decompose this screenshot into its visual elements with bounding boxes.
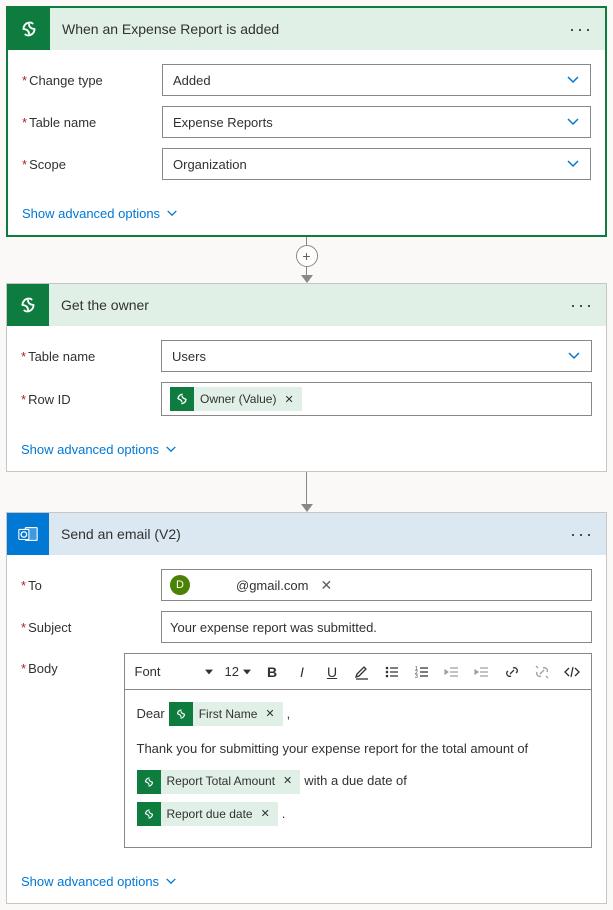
label-a1-rowid: *Row ID — [21, 392, 161, 407]
action2-menu-button[interactable]: ··· — [570, 524, 594, 545]
field-body: *Body Font 12 B I U — [21, 653, 592, 848]
label-a1-table: *Table name — [21, 349, 161, 364]
field-scope: *Scope Organization — [22, 148, 591, 180]
dataverse-icon — [137, 802, 161, 826]
token-report-due[interactable]: Report due date ✕ — [137, 802, 278, 826]
action1-card: Get the owner ··· *Table name Users *Row… — [6, 283, 607, 472]
trigger-title: When an Expense Report is added — [62, 21, 569, 37]
action2-title: Send an email (V2) — [61, 526, 570, 542]
action2-show-advanced[interactable]: Show advanced options — [7, 866, 191, 903]
action2-card: Send an email (V2) ··· *To D @gmail.com … — [6, 512, 607, 904]
field-subject: *Subject Your expense report was submitt… — [21, 611, 592, 643]
trigger-card: When an Expense Report is added ··· *Cha… — [6, 6, 607, 237]
unlink-button[interactable] — [529, 659, 555, 685]
connector-a1-to-a2 — [6, 472, 607, 512]
dataverse-icon — [137, 770, 161, 794]
chevron-down-icon — [566, 159, 580, 169]
arrow-icon — [301, 275, 313, 283]
link-button[interactable] — [499, 659, 525, 685]
select-scope[interactable]: Organization — [162, 148, 591, 180]
add-step-button[interactable]: + — [296, 245, 318, 267]
token-owner-value[interactable]: Owner (Value) ✕ — [170, 387, 302, 411]
trigger-show-advanced[interactable]: Show advanced options — [8, 198, 192, 235]
body-line-3: Report Total Amount ✕ with a due date of — [137, 769, 579, 794]
field-to: *To D @gmail.com ✕ — [21, 569, 592, 601]
indent-button[interactable] — [469, 659, 495, 685]
dataverse-icon — [170, 387, 194, 411]
chevron-down-icon — [566, 117, 580, 127]
input-a1-rowid[interactable]: Owner (Value) ✕ — [161, 382, 592, 416]
body-line-2: Thank you for submitting your expense re… — [137, 737, 579, 762]
recipient-chip[interactable]: D @gmail.com ✕ — [170, 575, 340, 595]
trigger-header[interactable]: When an Expense Report is added ··· — [8, 8, 605, 50]
action1-show-advanced[interactable]: Show advanced options — [7, 434, 191, 471]
token-first-name[interactable]: First Name ✕ — [169, 702, 283, 726]
action2-body: *To D @gmail.com ✕ *Subject Your expense… — [7, 555, 606, 866]
bullet-list-button[interactable] — [379, 659, 405, 685]
action1-menu-button[interactable]: ··· — [570, 295, 594, 316]
italic-button[interactable]: I — [289, 659, 315, 685]
label-body: *Body — [21, 653, 124, 676]
outdent-button[interactable] — [439, 659, 465, 685]
body-line-greeting: Dear First Name ✕ , — [137, 702, 579, 727]
field-change-type: *Change type Added — [22, 64, 591, 96]
dataverse-icon — [8, 8, 50, 50]
font-family-select[interactable]: Font — [131, 664, 217, 679]
token-remove-icon[interactable]: ✕ — [261, 804, 270, 825]
token-remove-icon[interactable]: ✕ — [283, 771, 292, 792]
richtext-body[interactable]: Dear First Name ✕ , Thank you for submit… — [124, 689, 592, 848]
field-a1-table: *Table name Users — [21, 340, 592, 372]
input-to[interactable]: D @gmail.com ✕ — [161, 569, 592, 601]
body-line-4: Report due date ✕ . — [137, 802, 579, 827]
avatar: D — [170, 575, 190, 595]
trigger-body: *Change type Added *Table name Expense R… — [8, 50, 605, 198]
highlight-button[interactable] — [349, 659, 375, 685]
arrow-icon — [301, 504, 313, 512]
trigger-menu-button[interactable]: ··· — [569, 19, 593, 40]
select-table-name[interactable]: Expense Reports — [162, 106, 591, 138]
dataverse-icon — [7, 284, 49, 326]
richtext-toolbar: Font 12 B I U — [124, 653, 592, 689]
action1-body: *Table name Users *Row ID O — [7, 326, 606, 434]
remove-recipient-icon[interactable]: ✕ — [320, 577, 332, 594]
label-to: *To — [21, 578, 161, 593]
dataverse-icon — [169, 702, 193, 726]
field-a1-rowid: *Row ID Owner (Value) ✕ — [21, 382, 592, 416]
input-subject[interactable]: Your expense report was submitted. — [161, 611, 592, 643]
label-change-type: *Change type — [22, 73, 162, 88]
label-scope: *Scope — [22, 157, 162, 172]
field-table-name: *Table name Expense Reports — [22, 106, 591, 138]
select-change-type[interactable]: Added — [162, 64, 591, 96]
svg-text:3: 3 — [415, 674, 418, 680]
number-list-button[interactable]: 123 — [409, 659, 435, 685]
bold-button[interactable]: B — [259, 659, 285, 685]
token-remove-icon[interactable]: ✕ — [265, 704, 274, 725]
outlook-icon — [7, 513, 49, 555]
token-report-total[interactable]: Report Total Amount ✕ — [137, 770, 301, 794]
code-view-button[interactable] — [559, 659, 585, 685]
action2-header[interactable]: Send an email (V2) ··· — [7, 513, 606, 555]
recipient-email: @gmail.com — [196, 578, 308, 593]
font-size-select[interactable]: 12 — [221, 664, 255, 679]
chevron-down-icon — [567, 351, 581, 361]
label-subject: *Subject — [21, 620, 161, 635]
action1-title: Get the owner — [61, 297, 570, 313]
label-table-name: *Table name — [22, 115, 162, 130]
chevron-down-icon — [566, 75, 580, 85]
select-a1-table[interactable]: Users — [161, 340, 592, 372]
connector-trigger-to-a1: + — [6, 237, 607, 283]
action1-header[interactable]: Get the owner ··· — [7, 284, 606, 326]
token-remove-icon[interactable]: ✕ — [284, 393, 293, 406]
underline-button[interactable]: U — [319, 659, 345, 685]
